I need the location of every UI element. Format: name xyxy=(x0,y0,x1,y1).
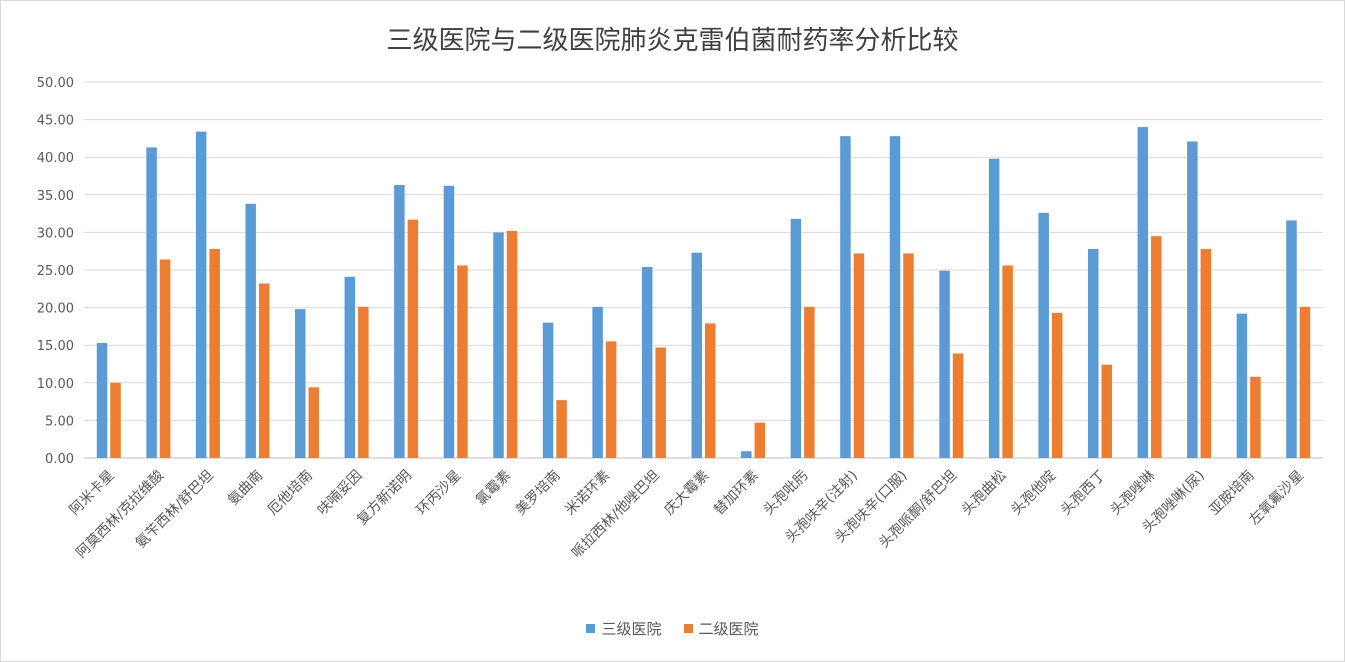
y-tick-label: 0.00 xyxy=(45,452,74,467)
x-tick-label: 厄他培南 xyxy=(265,468,316,519)
legend-item-series-1: 三级医院 xyxy=(586,618,662,639)
bar-1-14 xyxy=(741,451,752,458)
bar-2-12 xyxy=(655,347,666,458)
bar-2-14 xyxy=(754,422,766,458)
bar-1-24 xyxy=(1236,313,1248,458)
bar-1-17 xyxy=(889,136,901,459)
bar-2-6 xyxy=(358,306,369,458)
bar-1-3 xyxy=(195,131,207,458)
bar-1-2 xyxy=(146,147,157,458)
x-tick-label: 哌拉西林/他唑巴坦 xyxy=(568,467,663,562)
bar-2-7 xyxy=(407,219,419,458)
bar-2-22 xyxy=(1151,236,1162,458)
x-tick-label: 头孢西丁 xyxy=(1058,468,1109,519)
x-tick-label: 头孢他啶 xyxy=(1008,468,1059,519)
y-tick-label: 15.00 xyxy=(37,339,74,354)
y-tick-label: 10.00 xyxy=(37,377,74,392)
legend-label-series-2: 二级医院 xyxy=(698,620,759,638)
bar-2-21 xyxy=(1101,364,1112,458)
x-tick-label: 阿米卡星 xyxy=(67,468,118,519)
x-tick-label: 氨曲南 xyxy=(225,468,266,509)
bar-2-11 xyxy=(605,341,617,458)
x-tick-label: 左氧氟沙星 xyxy=(1246,468,1307,529)
y-tick-label: 25.00 xyxy=(37,264,74,279)
bar-2-23 xyxy=(1200,248,1212,458)
bar-1-4 xyxy=(245,203,256,458)
x-tick-label: 阿莫西林/克拉维酸 xyxy=(73,468,167,562)
bar-2-17 xyxy=(903,253,914,458)
bar-2-20 xyxy=(1051,312,1063,458)
bar-2-18 xyxy=(952,353,964,458)
bar-1-11 xyxy=(592,306,603,458)
bar-2-8 xyxy=(457,265,468,458)
bar-2-13 xyxy=(705,323,716,458)
x-tick-label: 呋喃妥因 xyxy=(314,468,365,519)
legend-swatch-series-2 xyxy=(683,624,693,633)
bar-1-13 xyxy=(691,252,702,458)
legend-label-series-1: 三级医院 xyxy=(601,620,662,638)
bar-1-22 xyxy=(1137,127,1149,459)
y-tick-label: 30.00 xyxy=(37,226,74,241)
y-tick-label: 50.00 xyxy=(37,76,74,91)
bar-1-20 xyxy=(1038,212,1049,458)
bar-2-19 xyxy=(1002,265,1013,458)
bar-2-4 xyxy=(258,283,270,458)
y-tick-label: 45.00 xyxy=(37,114,74,129)
bar-1-7 xyxy=(394,185,405,459)
y-tick-label: 5.00 xyxy=(45,414,74,429)
bar-2-5 xyxy=(308,387,320,458)
x-tick-label: 美罗培南 xyxy=(513,468,564,519)
bar-2-25 xyxy=(1299,306,1311,458)
x-tick-label: 庆大霉素 xyxy=(661,468,712,519)
bar-2-15 xyxy=(804,306,815,458)
x-tick-label: 环丙沙星 xyxy=(414,468,465,519)
y-tick-label: 20.00 xyxy=(37,302,74,317)
bar-1-6 xyxy=(344,276,356,458)
chart-legend: 三级医院 二级医院 xyxy=(0,618,1345,639)
bar-2-10 xyxy=(556,400,567,458)
x-tick-label: 复方新诺明 xyxy=(353,467,415,529)
bar-1-16 xyxy=(840,136,851,459)
bar-2-24 xyxy=(1250,376,1261,458)
y-tick-label: 40.00 xyxy=(37,151,74,166)
bar-1-8 xyxy=(443,185,455,458)
chart-title: 三级医院与二级医院肺炎克雷伯菌耐药率分析比较 xyxy=(386,26,959,56)
bar-1-10 xyxy=(542,322,554,458)
legend-swatch-series-1 xyxy=(586,624,596,633)
bar-2-2 xyxy=(159,259,171,458)
bar-2-16 xyxy=(853,253,865,458)
bar-1-19 xyxy=(988,158,1000,459)
y-tick-label: 35.00 xyxy=(37,189,74,204)
bar-2-9 xyxy=(506,230,518,458)
bar-1-25 xyxy=(1286,220,1297,458)
x-tick-label: 头孢唑啉 xyxy=(1107,468,1158,519)
bar-2-3 xyxy=(209,248,220,458)
bar-1-18 xyxy=(939,270,950,458)
legend-item-series-2: 二级医院 xyxy=(683,618,759,639)
bar-1-15 xyxy=(790,218,802,458)
x-tick-label: 氯霉素 xyxy=(473,468,514,509)
bar-1-12 xyxy=(641,266,653,458)
bar-1-5 xyxy=(295,309,306,458)
x-tick-label: 替加环素 xyxy=(711,468,762,519)
bar-1-21 xyxy=(1087,248,1099,458)
x-tick-label: 亚胺培南 xyxy=(1207,468,1258,519)
bar-1-23 xyxy=(1187,141,1198,458)
x-tick-label: 头孢曲松 xyxy=(959,468,1010,519)
x-tick-label: 头孢吡肟 xyxy=(761,468,812,519)
bar-2-1 xyxy=(110,382,121,458)
bar-1-1 xyxy=(96,342,108,458)
x-tick-label: 米诺环素 xyxy=(562,468,613,519)
bar-1-9 xyxy=(493,232,504,458)
